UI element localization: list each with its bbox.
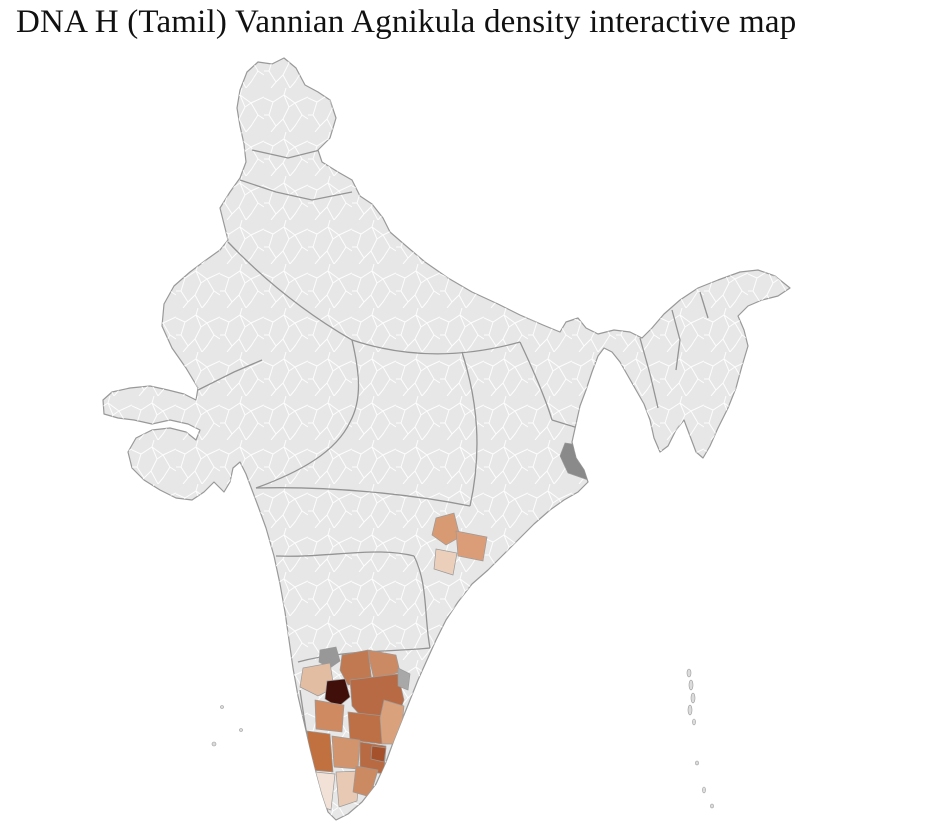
district-chennai-gray[interactable] [397,667,411,691]
district-andhra-1[interactable] [431,512,461,546]
district-mesh [103,58,790,820]
district-tn-13[interactable] [335,770,361,808]
district-tn-6[interactable] [314,699,345,733]
district-tn-9[interactable] [306,730,334,773]
district-andhra-3[interactable] [433,548,458,576]
andaman-islands[interactable] [686,668,714,809]
district-tn-14[interactable] [352,765,379,798]
page-title: DNA H (Tamil) Vannian Agnikula density i… [16,4,797,40]
density-districts [299,442,601,811]
district-tn-15[interactable] [370,745,387,763]
district-tn-8[interactable] [379,699,405,745]
district-tn-max[interactable] [324,678,351,708]
district-tn-10[interactable] [331,735,361,770]
lakshadweep-islands[interactable] [211,705,243,747]
district-andhra-2[interactable] [455,530,488,562]
district-bangalore-gray[interactable] [318,646,341,669]
